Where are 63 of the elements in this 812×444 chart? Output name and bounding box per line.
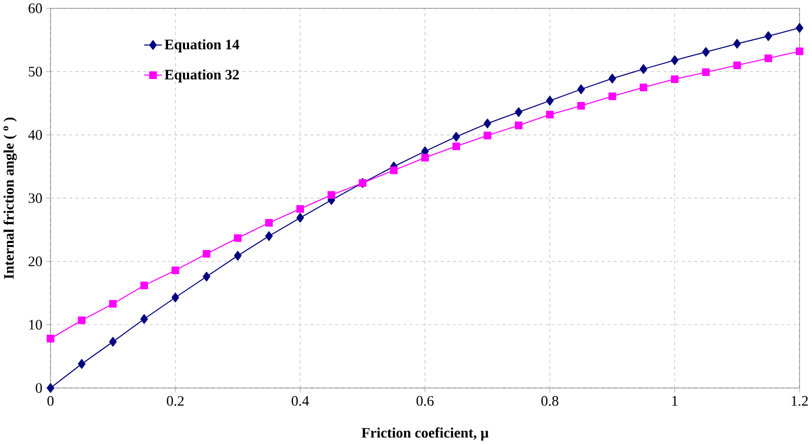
x-axis-title: Friction coeficient, μ	[362, 427, 489, 441]
point	[733, 38, 741, 49]
point	[670, 75, 679, 83]
point	[140, 314, 148, 324]
x-tick-label: 0.4	[292, 396, 309, 406]
point	[172, 266, 180, 274]
point	[46, 334, 54, 342]
point	[640, 84, 648, 92]
point	[702, 68, 710, 76]
point	[577, 84, 585, 94]
point	[514, 107, 522, 117]
point	[670, 55, 678, 66]
y-tick-label: 20	[28, 256, 42, 266]
point	[764, 31, 772, 41]
point	[109, 300, 117, 308]
point	[764, 54, 772, 62]
point	[109, 336, 117, 347]
point	[484, 118, 492, 128]
legend-label: Equation 14	[164, 39, 240, 52]
point	[421, 154, 429, 162]
point	[608, 74, 616, 84]
point	[640, 64, 648, 74]
y-tick-label: 10	[29, 320, 42, 330]
y-tick-label: 0	[36, 383, 42, 393]
point	[328, 191, 336, 199]
point	[296, 205, 304, 213]
x-tick-label: 1	[672, 396, 678, 406]
y-axis-title: Internal friction angle ( $^{o}$ )	[3, 118, 17, 279]
point	[265, 231, 273, 241]
point	[202, 272, 210, 282]
point	[484, 132, 492, 140]
point	[514, 122, 522, 130]
point	[546, 96, 554, 106]
point	[140, 282, 148, 290]
x-tick-label: 0.6	[416, 396, 434, 406]
point	[608, 92, 616, 100]
x-tick-label: 0.2	[166, 396, 184, 406]
point	[265, 218, 273, 227]
y-tick-label: 60	[28, 3, 42, 14]
x-tick-label: 0	[47, 396, 54, 406]
point	[452, 142, 460, 150]
point	[78, 316, 86, 324]
point	[234, 250, 242, 261]
point	[390, 166, 398, 174]
point	[234, 234, 242, 242]
point	[46, 383, 54, 393]
point	[577, 102, 585, 110]
y-tick-label: 40	[28, 130, 42, 140]
point	[733, 61, 741, 70]
point	[702, 47, 710, 57]
point	[796, 48, 804, 56]
point	[78, 359, 86, 369]
x-tick-label: 1.2	[792, 396, 808, 406]
point	[546, 110, 554, 118]
point	[796, 23, 804, 33]
y-tick-label: 30	[28, 193, 42, 204]
point	[202, 250, 210, 258]
point	[172, 292, 180, 302]
point	[296, 212, 304, 223]
y-tick-label: 50	[28, 66, 42, 76]
x-tick-label: 0.8	[541, 396, 558, 406]
point	[452, 132, 460, 142]
legend-label: Equation 32	[164, 69, 239, 82]
